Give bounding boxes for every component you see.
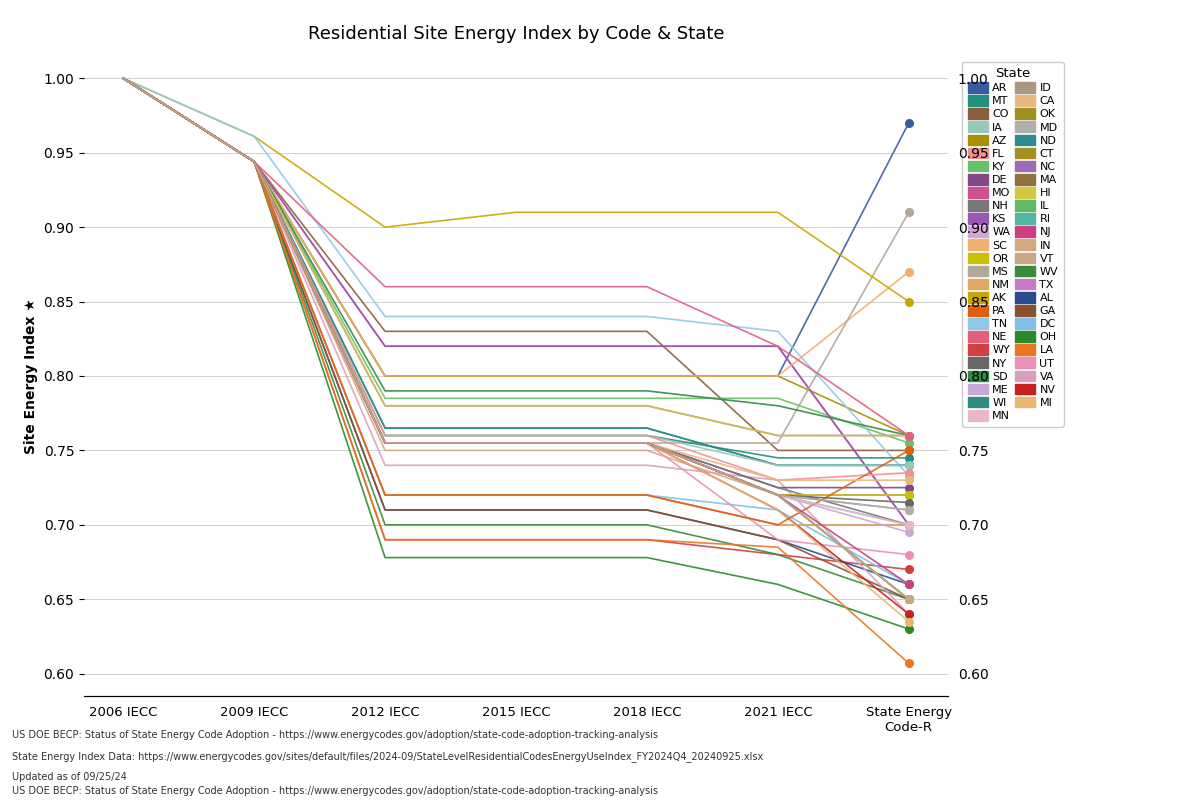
Text: US DOE BECP: Status of State Energy Code Adoption - https://www.energycodes.gov/: US DOE BECP: Status of State Energy Code… [12,730,658,740]
Title: Residential Site Energy Index by Code & State: Residential Site Energy Index by Code & … [307,26,725,43]
Text: Updated as of 09/25/24: Updated as of 09/25/24 [12,773,127,782]
Text: State Energy Index Data: https://www.energycodes.gov/sites/default/files/2024-09: State Energy Index Data: https://www.ene… [12,750,763,762]
Y-axis label: Site Energy Index ★: Site Energy Index ★ [24,298,38,454]
Text: US DOE BECP: Status of State Energy Code Adoption - https://www.energycodes.gov/: US DOE BECP: Status of State Energy Code… [12,786,658,796]
Legend: AR, MT, CO, IA, AZ, FL, KY, DE, MO, NH, KS, WA, SC, OR, MS, NM, AK, PA, TN, NE, : AR, MT, CO, IA, AZ, FL, KY, DE, MO, NH, … [962,62,1063,426]
